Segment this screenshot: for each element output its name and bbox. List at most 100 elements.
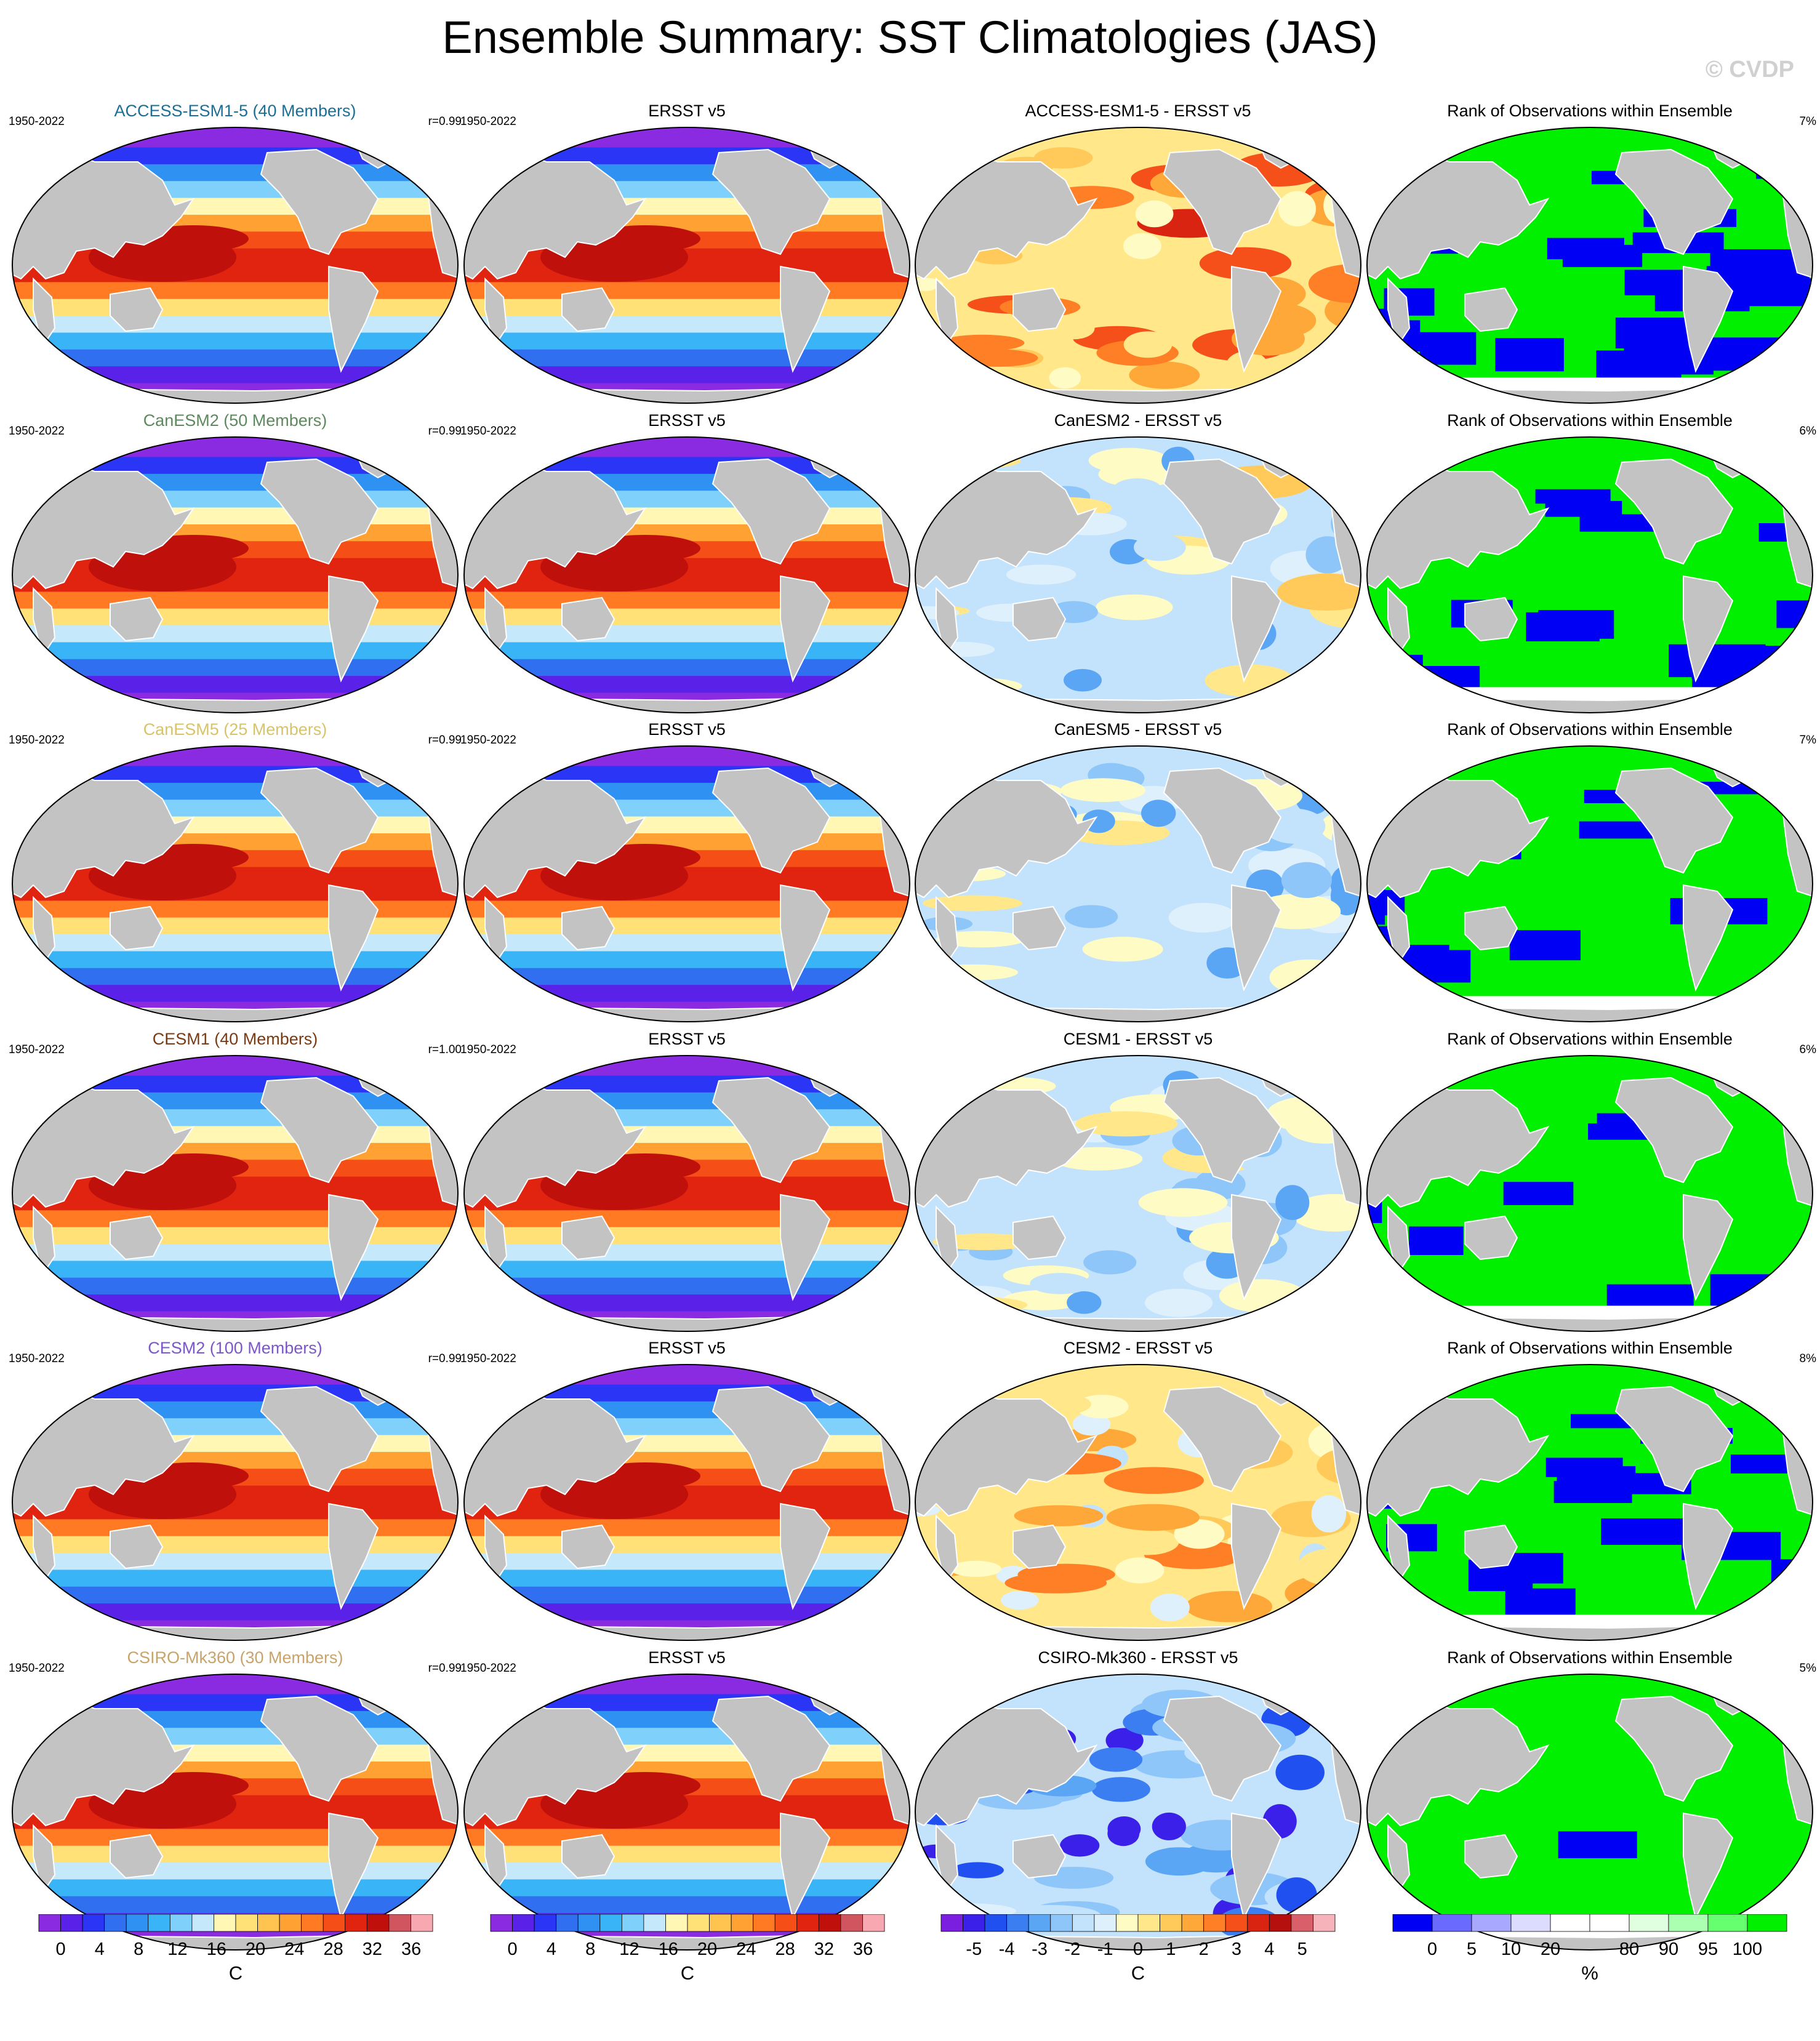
land-mass [1614, 458, 1734, 565]
sst-band [12, 1845, 458, 1864]
panel-title: ERSST v5 [648, 1648, 726, 1667]
diff-blob [940, 334, 1025, 351]
map-panel-rank: Rank of Observations within Ensemble 6% [1363, 411, 1816, 719]
land-mass [1683, 1812, 1734, 1920]
colorbar-swatch [1094, 1914, 1116, 1932]
colorbar-swatch [1668, 1914, 1709, 1932]
colorbar-tick-label: 95 [1698, 1939, 1718, 1959]
diff-blob [1088, 447, 1169, 473]
land-mass [780, 575, 831, 683]
colorbar-swatch [621, 1914, 644, 1932]
map-model [12, 1674, 459, 1951]
rank-low-block [1367, 898, 1385, 925]
sst-band [12, 316, 458, 334]
diff-blob [1344, 444, 1361, 484]
diff-blob [927, 1296, 1028, 1313]
map-obs [463, 1674, 910, 1951]
rank-low-block [1776, 1579, 1813, 1614]
land-mass [110, 287, 164, 332]
colorbar-swatch [840, 1914, 863, 1932]
diff-blob [1135, 200, 1174, 228]
colorbar-diff: -5 -4 -3 -2 -1 0 1 2 3 4 5 C [935, 1914, 1341, 2007]
sst-band [12, 366, 458, 384]
period-label: 1950-2022 [460, 425, 516, 438]
sst-band [12, 917, 458, 936]
land-mass [328, 1502, 379, 1610]
map-outline [463, 1055, 910, 1332]
rank-percent-label: 5% [1799, 1662, 1816, 1675]
sst-band [12, 1570, 458, 1587]
colorbar-swatch [1028, 1914, 1051, 1932]
diff-blob [915, 965, 959, 978]
sst-band [464, 1056, 910, 1077]
sst-band [464, 265, 910, 283]
diff-blob [1316, 662, 1361, 700]
sst-band [464, 1536, 910, 1554]
correlation-label: r=0.99 [428, 1662, 462, 1675]
sst-band [12, 642, 458, 660]
colorbar-swatch [709, 1914, 732, 1932]
land-mass [260, 1077, 379, 1184]
colorbar-swatch [1589, 1914, 1630, 1932]
diff-blob [1303, 358, 1361, 396]
correlation-label: r=0.99 [428, 1352, 462, 1365]
map-outline [463, 127, 910, 404]
map-outline [12, 127, 459, 404]
sst-band [464, 900, 910, 918]
map-outline [12, 436, 459, 713]
land-mass [1464, 596, 1518, 642]
diff-blob [1105, 1728, 1144, 1754]
diff-blob [1115, 1557, 1165, 1584]
colorbar-tick-label: 0 [1133, 1939, 1143, 1959]
panel-title: CESM1 - ERSST v5 [1063, 1030, 1213, 1048]
sst-band [12, 282, 458, 300]
land-mass [561, 287, 615, 332]
diff-blob [1001, 1590, 1039, 1610]
colorbar-swatch [1629, 1914, 1669, 1932]
land-mass [712, 1077, 831, 1184]
sst-band [12, 1553, 458, 1571]
diff-blob [1141, 800, 1176, 827]
colorbar-swatch [818, 1914, 841, 1932]
map-diff [915, 436, 1361, 713]
rank-percent-label: 6% [1799, 1043, 1816, 1056]
sst-band [464, 676, 910, 694]
map-panel-rank: Rank of Observations within Ensemble 6% [1363, 1030, 1816, 1337]
map-rank [1366, 1674, 1813, 1951]
colorbar-tick-label: 20 [697, 1939, 717, 1959]
sst-band [12, 457, 458, 475]
map-panel-rank: Rank of Observations within Ensemble 8% [1363, 1339, 1816, 1646]
colorbar-swatch [1072, 1914, 1095, 1932]
rank-low-block [1547, 238, 1624, 260]
rank-percent-label: 7% [1799, 115, 1816, 128]
sst-band [12, 1829, 458, 1847]
panel-title: ERSST v5 [648, 720, 726, 739]
diff-blob [1326, 951, 1361, 990]
sst-band [464, 1674, 910, 1695]
map-outline [1366, 1055, 1813, 1332]
sst-band [464, 316, 910, 334]
panel-title: Rank of Observations within Ensemble [1447, 1339, 1733, 1357]
diff-blob [1275, 1185, 1310, 1221]
sst-band [464, 457, 910, 475]
colorbar-swatch [1181, 1914, 1205, 1932]
land-mass [1231, 1502, 1282, 1610]
sst-band [464, 917, 910, 936]
diff-blob [1185, 1590, 1273, 1622]
sst-band [12, 1210, 458, 1228]
diff-blob [1056, 638, 1115, 661]
period-label: 1950-2022 [9, 1662, 65, 1675]
colorbar-tick-label: 2 [1199, 1939, 1209, 1959]
sst-band [464, 1829, 910, 1847]
land-mass [1163, 1385, 1282, 1493]
map-rank [1366, 127, 1813, 404]
colorbar-swatch [940, 1914, 963, 1932]
sst-band [464, 147, 910, 165]
diff-blob [1199, 247, 1292, 280]
colorbar-tick-label: 28 [775, 1939, 795, 1959]
map-outline [12, 745, 459, 1022]
land-mass [260, 1695, 379, 1802]
sst-band [464, 1603, 910, 1621]
sst-band [464, 1812, 910, 1830]
panel-title: ACCESS-ESM1-5 - ERSST v5 [1025, 102, 1251, 120]
